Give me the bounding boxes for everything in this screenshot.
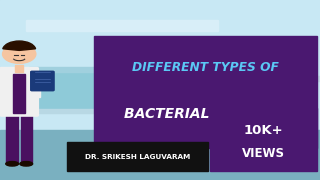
- Text: DR. SRIKESH LAGUVARAM: DR. SRIKESH LAGUVARAM: [85, 154, 190, 160]
- Bar: [26, 20, 218, 31]
- Bar: [0, 109, 128, 113]
- Text: 10K+: 10K+: [244, 123, 283, 137]
- FancyBboxPatch shape: [0, 68, 38, 116]
- Bar: [94, 36, 317, 148]
- Bar: [274, 94, 286, 104]
- Bar: [32, 72, 40, 97]
- Ellipse shape: [6, 162, 19, 166]
- Bar: [0, 76, 4, 108]
- Bar: [0, 130, 320, 180]
- Bar: [32, 72, 122, 112]
- Bar: [0, 0, 320, 130]
- Text: DIFFERENT TYPES OF: DIFFERENT TYPES OF: [132, 61, 279, 74]
- Bar: [240, 76, 320, 81]
- Text: VIEWS: VIEWS: [242, 147, 285, 160]
- FancyBboxPatch shape: [31, 71, 54, 91]
- Bar: [21, 112, 32, 162]
- Circle shape: [3, 45, 36, 63]
- Bar: [67, 142, 208, 171]
- Bar: [15, 65, 23, 72]
- Ellipse shape: [20, 162, 33, 166]
- Wedge shape: [3, 41, 36, 50]
- Bar: [210, 108, 317, 171]
- Bar: [13, 74, 25, 113]
- Bar: [290, 94, 302, 104]
- Bar: [6, 112, 18, 162]
- Bar: [274, 104, 286, 122]
- Bar: [290, 104, 302, 122]
- Text: BACTERIAL MOTILITY: BACTERIAL MOTILITY: [124, 107, 288, 121]
- Bar: [29, 67, 125, 72]
